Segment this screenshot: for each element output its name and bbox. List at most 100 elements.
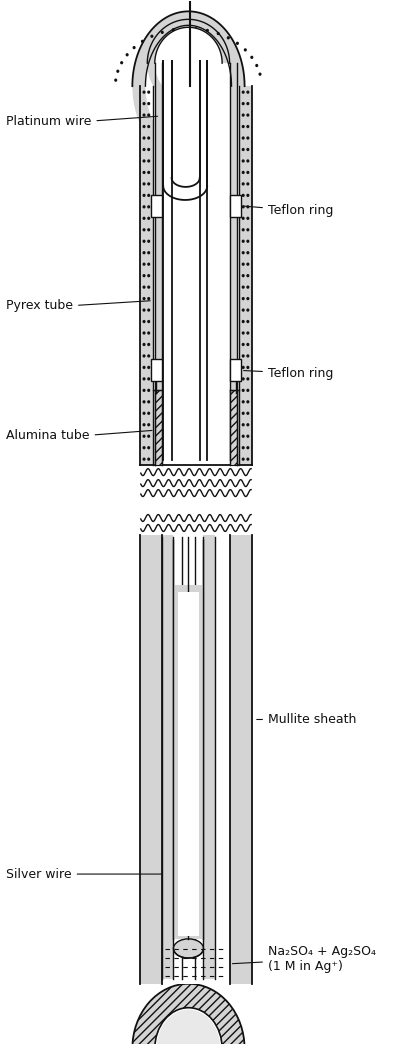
Circle shape <box>242 170 245 175</box>
Circle shape <box>242 102 245 106</box>
Circle shape <box>246 458 249 461</box>
Circle shape <box>147 446 150 449</box>
Circle shape <box>242 400 245 403</box>
Circle shape <box>242 343 245 346</box>
Circle shape <box>141 40 144 43</box>
Circle shape <box>246 274 249 277</box>
Circle shape <box>242 205 245 209</box>
Ellipse shape <box>155 27 222 99</box>
Circle shape <box>147 343 150 346</box>
Ellipse shape <box>145 25 231 147</box>
Circle shape <box>147 91 150 94</box>
Circle shape <box>227 37 230 40</box>
Circle shape <box>242 446 245 449</box>
Circle shape <box>143 216 146 219</box>
Circle shape <box>147 205 150 209</box>
Circle shape <box>147 239 150 242</box>
Circle shape <box>242 435 245 438</box>
Bar <box>151 359 162 381</box>
Ellipse shape <box>155 1007 222 1045</box>
Circle shape <box>143 114 146 117</box>
Bar <box>155 391 162 465</box>
Circle shape <box>126 53 129 56</box>
Circle shape <box>250 55 253 59</box>
Circle shape <box>150 34 153 38</box>
Circle shape <box>147 274 150 277</box>
Circle shape <box>246 423 249 426</box>
Circle shape <box>242 423 245 426</box>
Text: Pyrex tube: Pyrex tube <box>6 299 150 312</box>
Circle shape <box>246 91 249 94</box>
Bar <box>229 359 241 381</box>
Bar <box>140 86 252 465</box>
Circle shape <box>143 389 146 392</box>
Circle shape <box>242 125 245 129</box>
Bar <box>151 194 162 216</box>
Bar <box>153 86 239 465</box>
Circle shape <box>246 400 249 403</box>
Circle shape <box>147 320 150 323</box>
Circle shape <box>246 102 249 106</box>
Circle shape <box>246 262 249 265</box>
Circle shape <box>120 61 123 65</box>
Circle shape <box>143 262 146 265</box>
Circle shape <box>246 159 249 163</box>
Ellipse shape <box>173 938 203 958</box>
Circle shape <box>242 239 245 242</box>
Circle shape <box>246 297 249 300</box>
Circle shape <box>143 297 146 300</box>
Circle shape <box>246 216 249 219</box>
Circle shape <box>143 331 146 334</box>
Bar <box>162 535 173 979</box>
Bar <box>178 591 199 936</box>
Circle shape <box>242 285 245 288</box>
Circle shape <box>143 147 146 152</box>
Circle shape <box>143 91 146 94</box>
Circle shape <box>242 412 245 415</box>
Circle shape <box>147 458 150 461</box>
Bar <box>140 535 162 983</box>
Circle shape <box>147 400 150 403</box>
Circle shape <box>143 377 146 380</box>
Circle shape <box>147 262 150 265</box>
Circle shape <box>147 137 150 140</box>
Circle shape <box>246 320 249 323</box>
Circle shape <box>143 320 146 323</box>
Circle shape <box>246 147 249 152</box>
Circle shape <box>143 274 146 277</box>
Circle shape <box>242 377 245 380</box>
Text: Alumina tube: Alumina tube <box>6 428 152 442</box>
Circle shape <box>143 354 146 357</box>
Circle shape <box>242 262 245 265</box>
Circle shape <box>258 72 261 76</box>
Circle shape <box>143 400 146 403</box>
Circle shape <box>242 216 245 219</box>
Circle shape <box>147 159 150 163</box>
Circle shape <box>143 228 146 231</box>
Circle shape <box>246 377 249 380</box>
Bar <box>229 194 241 216</box>
Circle shape <box>147 147 150 152</box>
Circle shape <box>143 159 146 163</box>
Circle shape <box>242 159 245 163</box>
Circle shape <box>147 389 150 392</box>
Circle shape <box>147 423 150 426</box>
Text: Teflon ring: Teflon ring <box>244 367 333 380</box>
Circle shape <box>217 31 220 36</box>
Circle shape <box>246 343 249 346</box>
Circle shape <box>147 182 150 186</box>
Circle shape <box>147 331 150 334</box>
Circle shape <box>244 48 247 51</box>
Circle shape <box>143 102 146 106</box>
Circle shape <box>143 446 146 449</box>
Circle shape <box>242 114 245 117</box>
Circle shape <box>246 389 249 392</box>
Bar <box>203 535 214 979</box>
Bar <box>229 391 237 465</box>
Circle shape <box>147 285 150 288</box>
Circle shape <box>147 114 150 117</box>
Bar <box>162 535 229 983</box>
Ellipse shape <box>147 20 229 107</box>
Text: Teflon ring: Teflon ring <box>244 205 333 217</box>
Circle shape <box>143 125 146 129</box>
